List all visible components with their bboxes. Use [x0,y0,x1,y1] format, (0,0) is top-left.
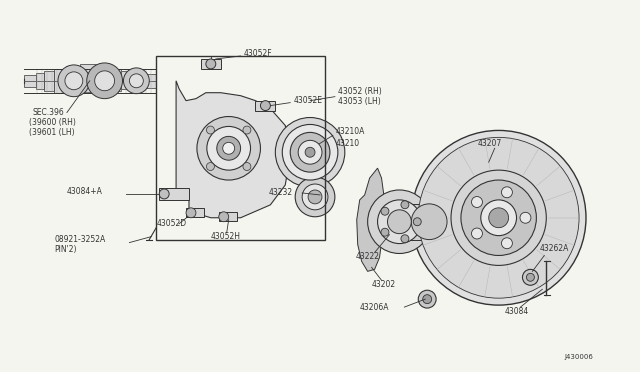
Circle shape [282,125,338,180]
Circle shape [305,147,315,157]
Circle shape [207,163,214,170]
Circle shape [527,273,534,281]
Circle shape [502,187,513,198]
Circle shape [243,126,251,134]
Text: PIN'2): PIN'2) [54,245,77,254]
Bar [219,212,237,221]
Circle shape [65,72,83,90]
Bar [201,59,221,69]
Bar [24,75,36,87]
Circle shape [451,170,547,265]
Text: 43232: 43232 [268,189,292,198]
Text: 43202: 43202 [372,280,396,289]
Text: 43052E: 43052E [293,96,322,105]
Circle shape [95,71,115,91]
Circle shape [412,204,447,240]
Text: 43052H: 43052H [211,232,241,241]
Circle shape [308,190,322,204]
Circle shape [401,235,409,243]
Text: 43262A: 43262A [540,244,569,253]
Circle shape [419,290,436,308]
Text: 43207: 43207 [478,139,502,148]
Circle shape [367,190,431,253]
Circle shape [387,210,412,234]
Bar [80,64,96,92]
Text: 43084+A: 43084+A [67,187,103,196]
Text: 43052 (RH): 43052 (RH) [338,87,381,96]
Circle shape [124,68,149,94]
Text: 43206A: 43206A [360,302,389,312]
Circle shape [412,131,586,305]
Circle shape [260,101,270,110]
Bar [186,208,204,217]
Circle shape [219,212,228,222]
Polygon shape [356,168,385,271]
Text: 43222: 43222 [356,252,380,261]
Circle shape [290,132,330,172]
Text: (39601 (LH): (39601 (LH) [29,128,75,137]
Circle shape [502,238,513,249]
Circle shape [423,295,431,304]
Bar [122,71,131,89]
Circle shape [206,59,216,69]
Bar [255,101,275,110]
Circle shape [207,126,250,170]
Circle shape [489,208,509,228]
Circle shape [58,65,90,97]
Bar [141,74,156,88]
Circle shape [461,180,536,256]
Text: (39600 (RH): (39600 (RH) [29,118,76,127]
Circle shape [275,118,345,187]
Text: 43053 (LH): 43053 (LH) [338,97,381,106]
Circle shape [472,228,483,239]
Circle shape [207,126,214,134]
Text: 43210: 43210 [336,139,360,148]
Bar [66,66,80,92]
Circle shape [413,218,421,226]
Text: 08921-3252A: 08921-3252A [54,235,105,244]
Bar [156,56,325,240]
Circle shape [159,189,169,199]
Polygon shape [176,81,290,218]
Bar [399,204,429,240]
Circle shape [87,63,122,99]
Text: 43210A: 43210A [336,127,365,136]
Bar [96,66,109,92]
Circle shape [520,212,531,223]
Bar [44,71,54,91]
Circle shape [302,184,328,210]
Circle shape [298,140,322,164]
Circle shape [186,208,196,218]
Circle shape [381,228,389,236]
Bar [109,69,122,91]
Circle shape [381,207,389,215]
Text: 43084: 43084 [504,307,529,315]
Bar [159,188,189,200]
Circle shape [295,177,335,217]
Circle shape [223,142,235,154]
Circle shape [472,196,483,208]
Circle shape [419,137,579,298]
Bar [54,69,66,93]
Text: 43052F: 43052F [244,49,272,58]
Circle shape [378,200,421,244]
Circle shape [217,137,241,160]
Circle shape [522,269,538,285]
Text: 43052D: 43052D [156,219,186,228]
Circle shape [197,116,260,180]
Bar [131,73,141,89]
Circle shape [243,163,251,170]
Circle shape [401,201,409,209]
Bar [36,73,44,89]
Circle shape [129,74,143,88]
Circle shape [481,200,516,235]
Text: SEC.396: SEC.396 [32,108,64,117]
Text: J430006: J430006 [564,354,593,360]
